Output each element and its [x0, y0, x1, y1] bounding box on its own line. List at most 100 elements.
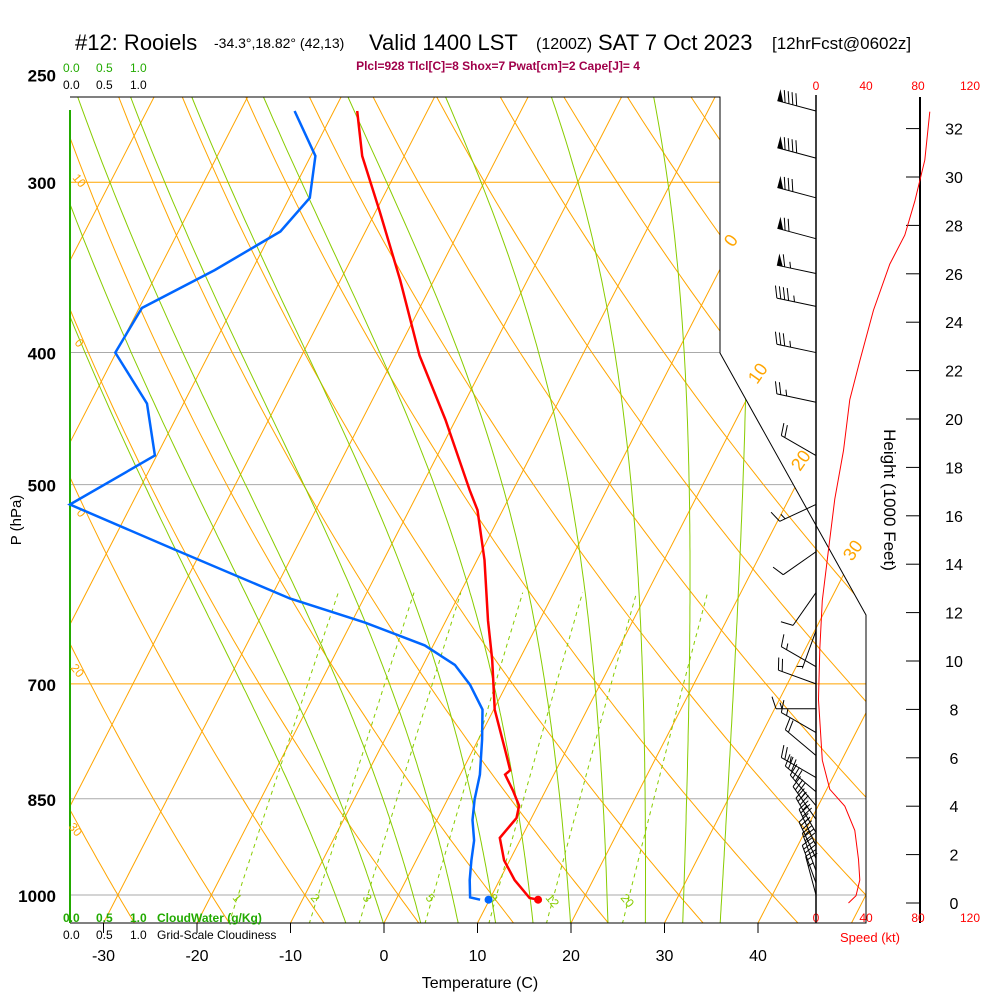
isotherm-line	[383, 97, 829, 923]
wind-barbs	[770, 89, 818, 896]
height-tick-label: 22	[945, 364, 963, 381]
cloudiness-tick: 0.5	[96, 78, 113, 92]
speed-tick-label: 120	[960, 79, 980, 93]
isotherm-label: 20	[787, 446, 815, 474]
moist-adiabat-line	[121, 97, 459, 923]
plot-frame	[69, 95, 921, 924]
wind-barb	[774, 285, 817, 307]
moist-adiabat-line	[543, 97, 646, 923]
forecast-info: [12hrFcst@0602z]	[772, 34, 911, 53]
moist-adiabat-line	[719, 97, 748, 923]
dewpoint-line	[67, 110, 484, 901]
cloudwater-tick: 0.0	[63, 61, 80, 75]
mixing-ratio-line	[228, 592, 339, 923]
cloudiness-tick: 0.0	[63, 78, 80, 92]
speed-tick-label: 40	[859, 79, 873, 93]
cloudwater-tick: 1.0	[130, 61, 147, 75]
y-axis-title: P (hPa)	[8, 495, 25, 546]
mixing-ratio-label: 3	[360, 891, 375, 905]
x-tick-label: 40	[749, 948, 767, 965]
y-tick-label: 700	[28, 676, 56, 695]
isotherm-line	[196, 97, 642, 923]
temperature-line	[355, 110, 539, 901]
wind-barb	[784, 754, 817, 793]
moist-adiabat-line	[648, 97, 691, 923]
isotherm-line	[103, 97, 548, 923]
y-tick-label: 500	[28, 477, 56, 496]
dry-adiabat-line	[846, 97, 866, 923]
x-tick-label: 0	[380, 948, 389, 965]
cloudiness-tick: 0.5	[96, 928, 113, 942]
wind-barb	[780, 700, 817, 733]
mixing-ratio-label: 1	[230, 891, 245, 905]
x-tick-label: -10	[279, 948, 302, 965]
cloudwater-tick: 0.5	[96, 911, 113, 925]
height-tick-label: 30	[945, 170, 963, 187]
wind-barb	[777, 136, 817, 159]
wind-barb	[780, 592, 817, 626]
mixing-ratio-line	[545, 592, 638, 923]
mixing-ratio-label: 5	[423, 891, 438, 905]
y-tick-label: 300	[28, 174, 56, 193]
moist-adiabat-line	[337, 97, 571, 923]
isotherm-line	[664, 97, 866, 923]
mixing-ratio-label: 12	[543, 891, 563, 910]
isotherm-line	[70, 97, 455, 923]
cloud-axis-bottom: 0.0 0.5 1.0 CloudWater (g/Kg) 0.0 0.5 1.…	[63, 911, 276, 942]
wind-barb	[777, 216, 817, 240]
dry-adiabat-line	[535, 97, 866, 923]
isotherm-line	[757, 97, 866, 923]
cloudwater-label: CloudWater (g/Kg)	[157, 911, 262, 925]
dry-adiabat-line	[100, 97, 610, 923]
height-tick-label: 0	[950, 896, 959, 913]
y-tick-label: 850	[28, 791, 56, 810]
dry-adiabat-line	[70, 97, 420, 923]
x-tick-label: 30	[656, 948, 674, 965]
y-tick-label: 400	[28, 345, 56, 364]
dry-adiabat-line	[162, 97, 705, 923]
wind-speed-line	[817, 111, 931, 904]
speed-tick-label: 0	[813, 79, 820, 93]
height-tick-label: 26	[945, 267, 963, 284]
wind-barb	[776, 253, 817, 274]
y-tick-label: 250	[28, 66, 56, 85]
dry-adiabat-line	[224, 97, 800, 923]
x-tick-label: -30	[92, 948, 115, 965]
speed-tick-label: 80	[911, 79, 925, 93]
station-title: #12: Rooiels	[75, 30, 197, 55]
isotherm-label: 0	[720, 231, 742, 251]
wind-barb	[801, 837, 817, 884]
speed-tick-label: 80	[911, 911, 925, 925]
cloudiness-label: Grid-Scale Cloudiness	[157, 928, 276, 942]
background-lines	[70, 50, 1000, 924]
height-tick-label: 6	[950, 751, 959, 768]
dry-adiabat-line	[597, 97, 866, 923]
height-tick-label: 32	[945, 122, 963, 139]
height-tick-label: 28	[945, 218, 963, 235]
height-tick-label: 8	[950, 702, 959, 719]
dry-adiabat-label: 10	[70, 171, 90, 190]
moist-adiabat-line	[182, 97, 497, 923]
cloudiness-tick: 0.0	[63, 928, 80, 942]
isotherm-line	[477, 97, 866, 923]
dry-adiabat-line	[971, 50, 1000, 924]
cloudiness-tick: 1.0	[130, 928, 147, 942]
x-tick-label: 20	[562, 948, 580, 965]
profiles	[67, 110, 931, 904]
height-tick-label: 24	[945, 315, 963, 332]
moist-adiabat-line	[70, 97, 422, 923]
wind-barb	[774, 331, 817, 354]
cloudwater-tick: 0.5	[96, 61, 113, 75]
mixing-ratio-line	[621, 592, 709, 923]
isotherm-label: 30	[839, 536, 867, 564]
cloudiness-tick: 1.0	[130, 78, 147, 92]
valid-date: SAT 7 Oct 2023	[598, 30, 753, 55]
wind-barb	[777, 89, 817, 112]
wind-barb	[796, 630, 817, 669]
wind-barb	[772, 551, 817, 576]
dry-adiabat-label: 30	[66, 820, 86, 839]
wind-barb	[780, 423, 817, 456]
wind-barb	[805, 848, 818, 896]
mixing-ratio-line	[424, 592, 524, 923]
wind-barb	[777, 175, 817, 199]
